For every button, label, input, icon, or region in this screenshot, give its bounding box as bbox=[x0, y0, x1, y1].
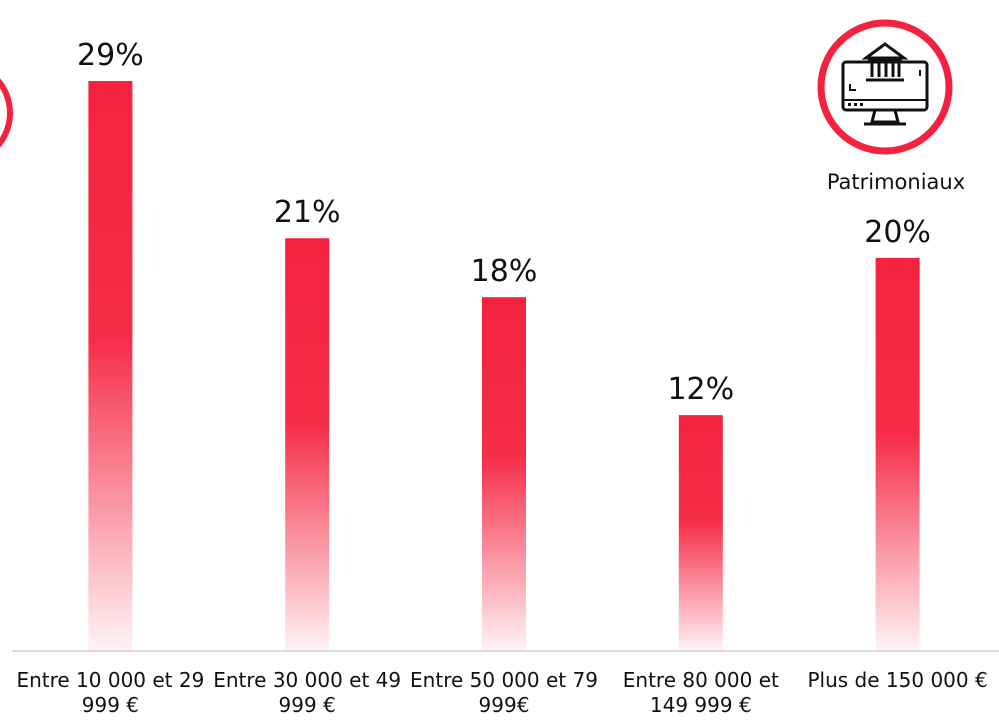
value-label-2: 21% bbox=[274, 195, 341, 230]
left-badge-partial bbox=[0, 78, 13, 148]
bar-2 bbox=[285, 238, 330, 651]
value-label-4: 12% bbox=[667, 372, 734, 407]
value-label-5: 20% bbox=[864, 215, 931, 250]
value-label-1: 29% bbox=[77, 38, 144, 73]
category-label-3: Entre 50 000 et 79 999€ bbox=[410, 668, 598, 717]
category-label-2: Entre 30 000 et 49 999 € bbox=[213, 668, 402, 717]
bar-5 bbox=[875, 257, 920, 651]
category-label-4: Entre 80 000 et 149 999 € bbox=[622, 668, 779, 717]
bar-3 bbox=[482, 297, 526, 651]
value-label-3: 18% bbox=[471, 254, 538, 289]
bar-4 bbox=[678, 415, 723, 651]
category-label-5: Plus de 150 000 € bbox=[807, 668, 988, 692]
badge-label: Patrimoniaux bbox=[826, 170, 966, 194]
category-label-1: Entre 10 000 et 29 999 € bbox=[16, 668, 205, 717]
bank-monitor-icon bbox=[817, 19, 953, 155]
bar-1 bbox=[88, 81, 133, 651]
